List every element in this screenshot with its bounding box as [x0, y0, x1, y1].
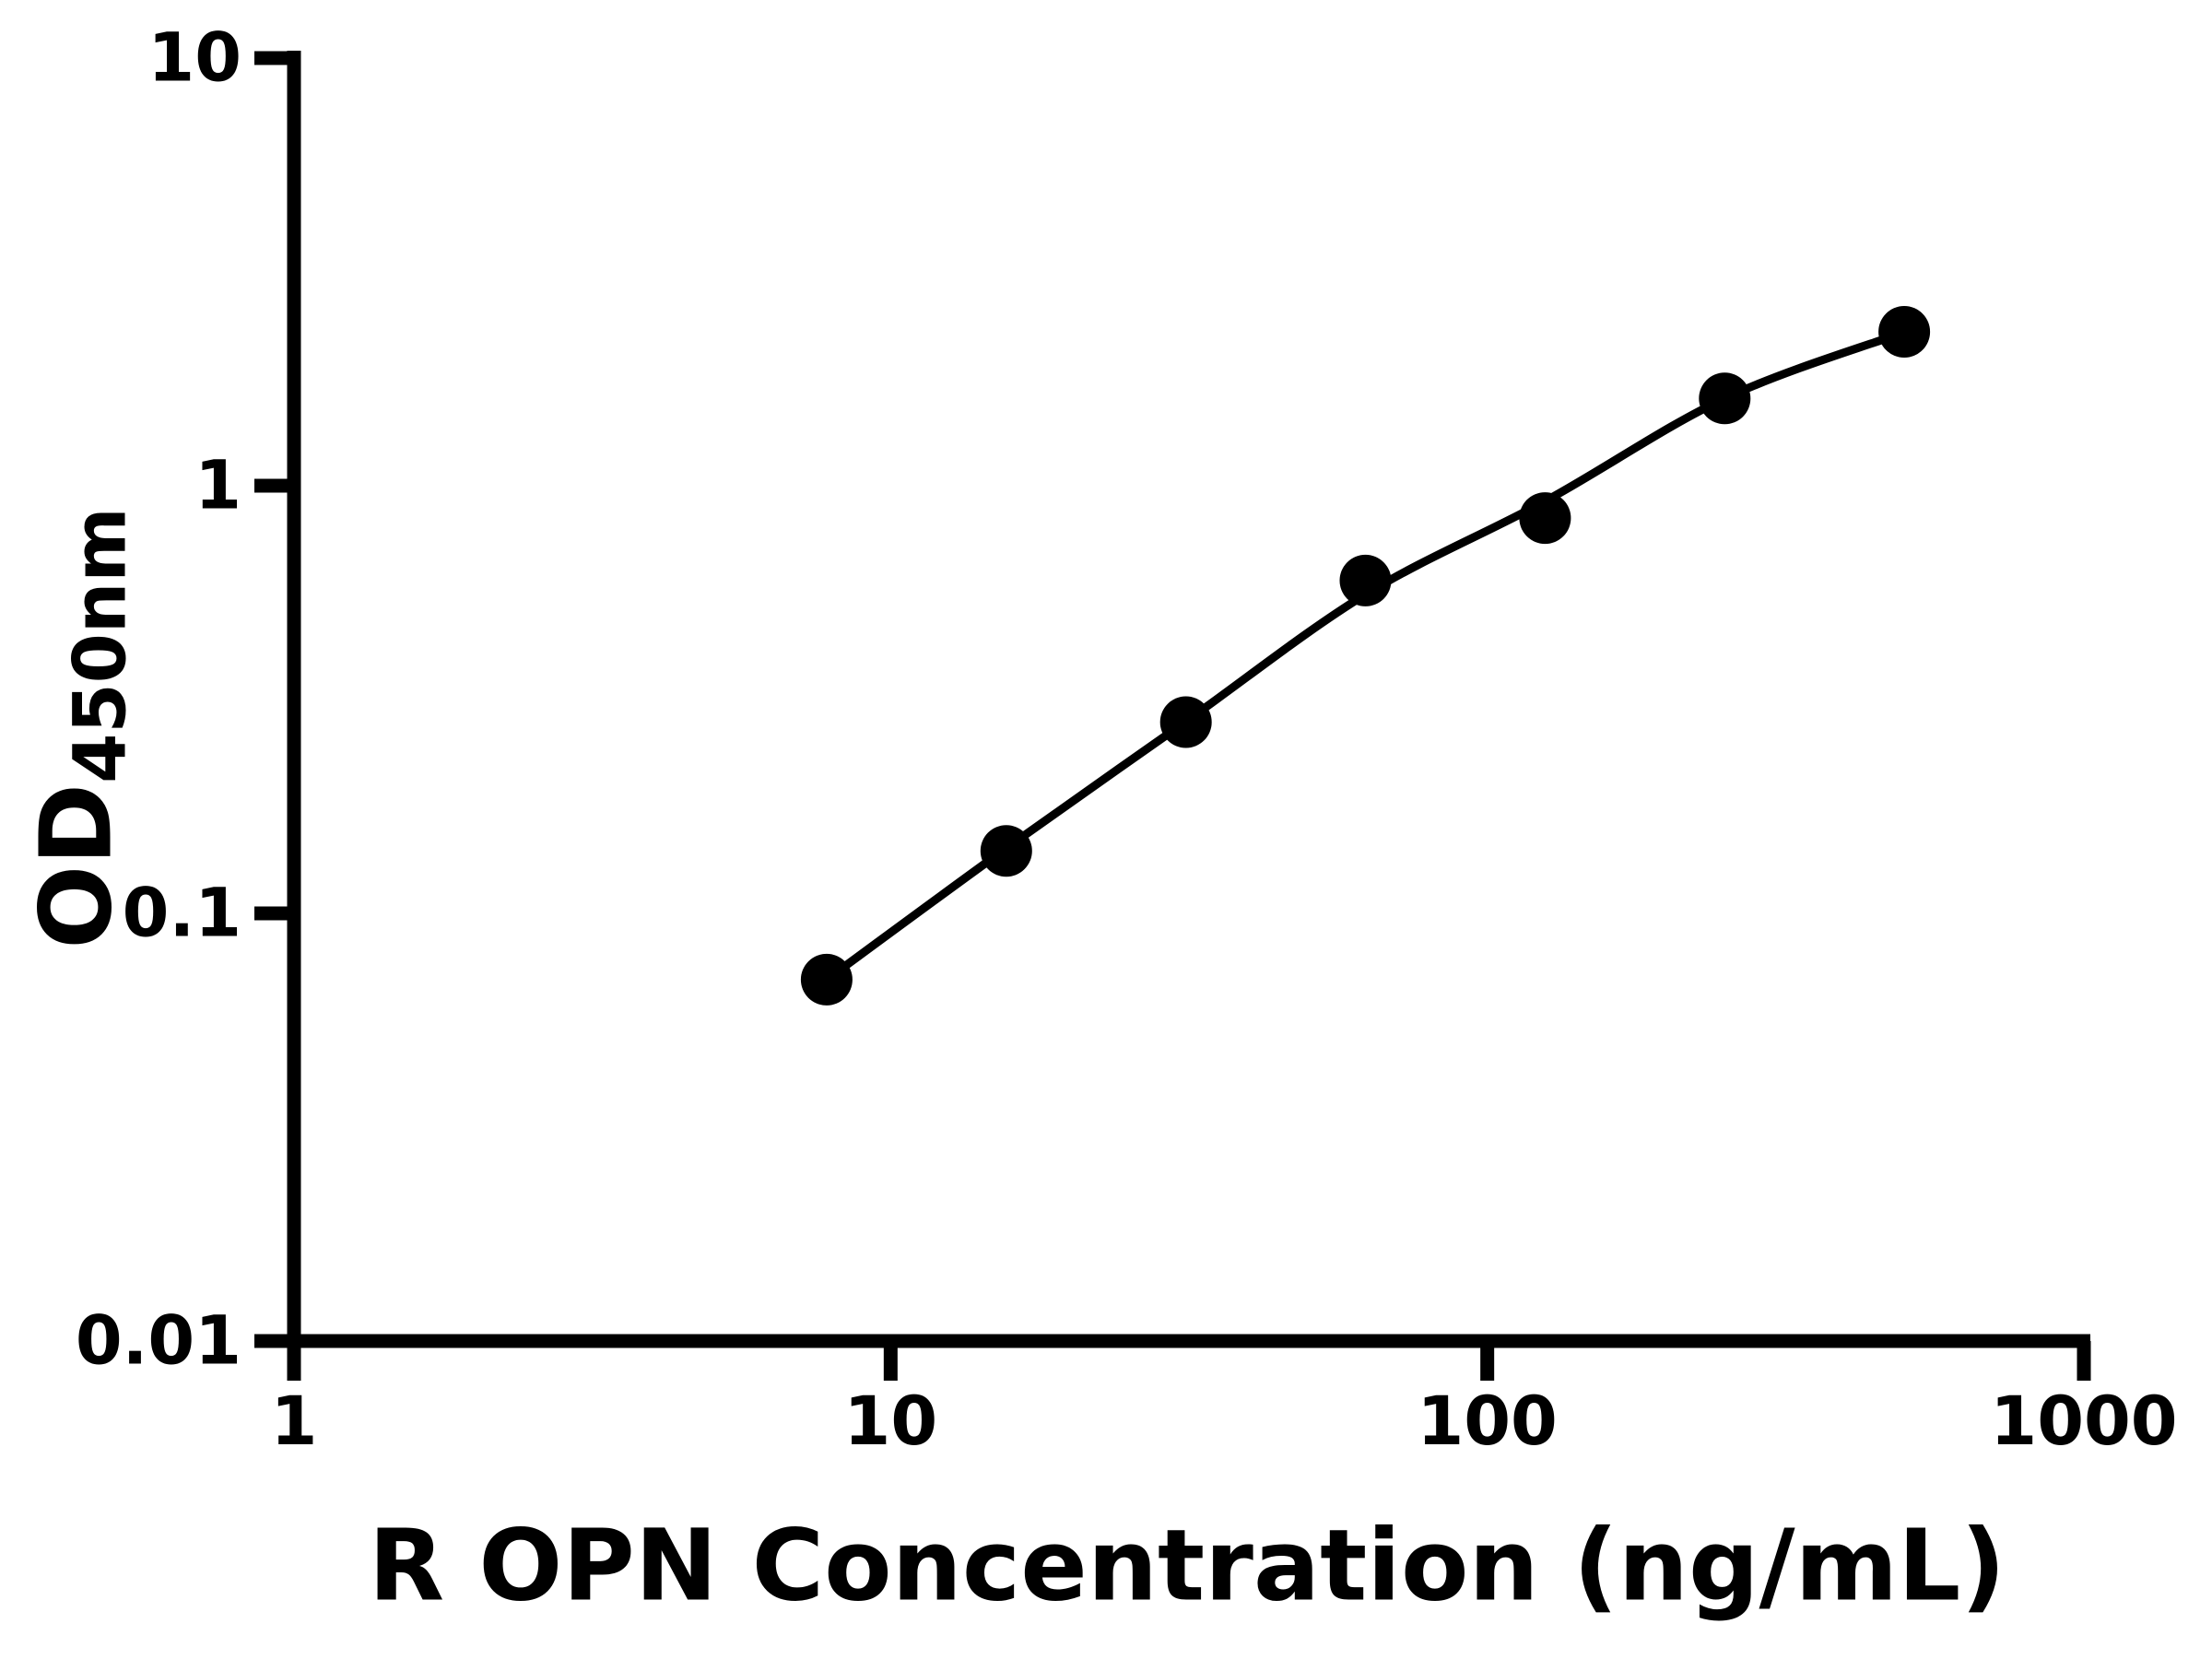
x-tick-label: 10: [843, 1382, 938, 1461]
data-point: [1339, 554, 1392, 606]
y-tick-label: 1: [194, 446, 241, 525]
x-tick-label: 1000: [1990, 1382, 2178, 1461]
y-axis-title-main: OD: [19, 782, 135, 949]
y-tick-label: 0.01: [75, 1301, 241, 1381]
y-axis-title-subscript: 450nm: [59, 507, 143, 783]
data-point: [1159, 696, 1212, 748]
fit-curve: [824, 328, 1906, 983]
y-tick-label: 10: [147, 18, 241, 98]
data-point: [1699, 372, 1751, 425]
x-tick-label: 100: [1417, 1382, 1558, 1461]
x-tick-label: 1: [270, 1382, 318, 1461]
data-point: [1519, 492, 1571, 545]
y-tick-label: 0.1: [122, 874, 241, 953]
data-point: [980, 825, 1032, 877]
data-point: [1878, 306, 1931, 358]
y-axis-title: OD450nm: [20, 507, 143, 948]
x-axis-title: R OPN Concentration (ng/mL): [368, 1509, 2006, 1624]
data-point: [800, 953, 853, 1006]
